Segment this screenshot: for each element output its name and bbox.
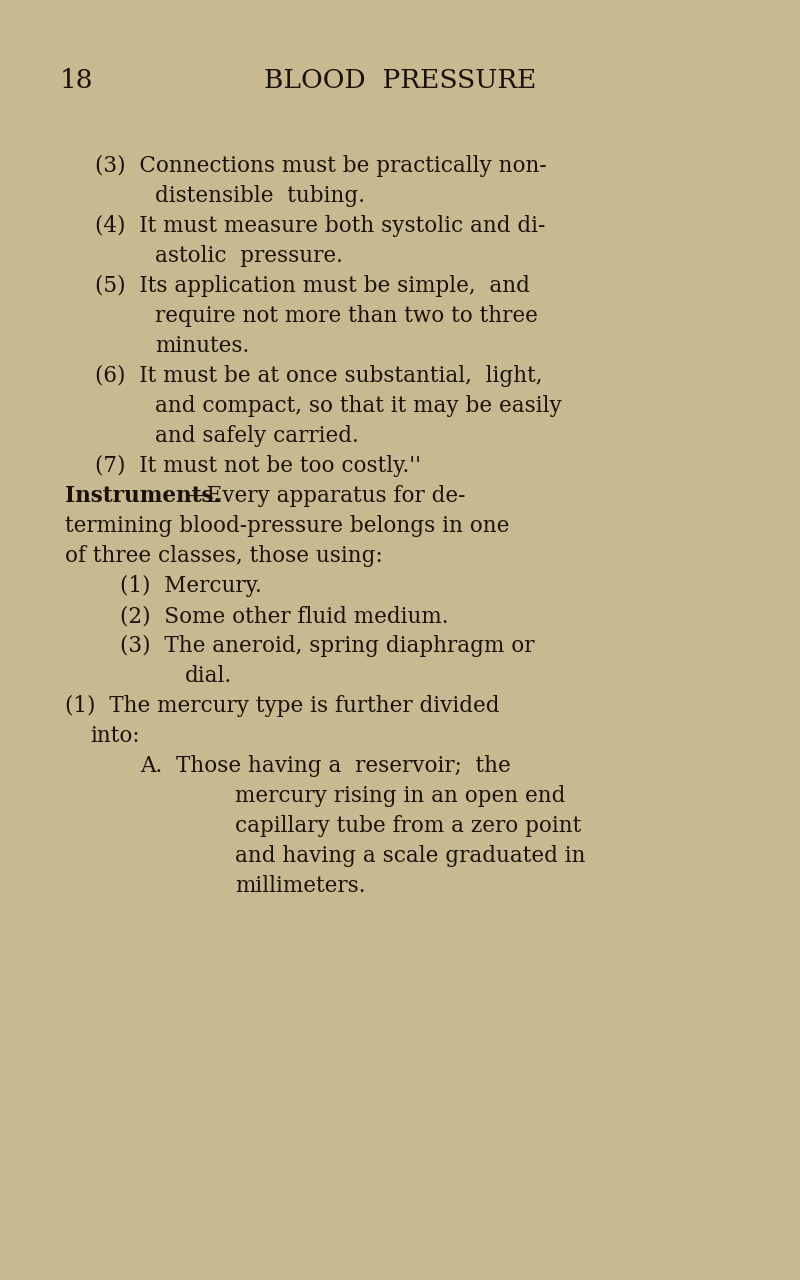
Text: —Every apparatus for de-: —Every apparatus for de-: [185, 485, 466, 507]
Text: distensible  tubing.: distensible tubing.: [155, 186, 365, 207]
Text: (3)  Connections must be practically non-: (3) Connections must be practically non-: [95, 155, 546, 177]
Text: dial.: dial.: [185, 666, 232, 687]
Text: minutes.: minutes.: [155, 335, 250, 357]
Text: (2)  Some other fluid medium.: (2) Some other fluid medium.: [120, 605, 449, 627]
Text: Instruments.: Instruments.: [65, 485, 221, 507]
Text: (6)  It must be at once substantial,  light,: (6) It must be at once substantial, ligh…: [95, 365, 542, 387]
Text: into:: into:: [90, 724, 140, 748]
Text: millimeters.: millimeters.: [235, 876, 366, 897]
Text: of three classes, those using:: of three classes, those using:: [65, 545, 382, 567]
Text: require not more than two to three: require not more than two to three: [155, 305, 538, 326]
Text: (1)  The mercury type is further divided: (1) The mercury type is further divided: [65, 695, 499, 717]
Text: capillary tube from a zero point: capillary tube from a zero point: [235, 815, 582, 837]
Text: BLOOD  PRESSURE: BLOOD PRESSURE: [264, 68, 536, 93]
Text: astolic  pressure.: astolic pressure.: [155, 244, 343, 268]
Text: A.  Those having a  reservoir;  the: A. Those having a reservoir; the: [140, 755, 510, 777]
Text: (7)  It must not be too costly.'': (7) It must not be too costly.'': [95, 454, 421, 477]
Text: 18: 18: [60, 68, 94, 93]
Text: mercury rising in an open end: mercury rising in an open end: [235, 785, 566, 806]
Text: (3)  The aneroid, spring diaphragm or: (3) The aneroid, spring diaphragm or: [120, 635, 534, 657]
Text: termining blood-pressure belongs in one: termining blood-pressure belongs in one: [65, 515, 510, 538]
Text: (1)  Mercury.: (1) Mercury.: [120, 575, 262, 596]
Text: (4)  It must measure both systolic and di-: (4) It must measure both systolic and di…: [95, 215, 546, 237]
Text: and safely carried.: and safely carried.: [155, 425, 358, 447]
Text: (5)  Its application must be simple,  and: (5) Its application must be simple, and: [95, 275, 530, 297]
Text: and having a scale graduated in: and having a scale graduated in: [235, 845, 586, 867]
Text: and compact, so that it may be easily: and compact, so that it may be easily: [155, 396, 562, 417]
